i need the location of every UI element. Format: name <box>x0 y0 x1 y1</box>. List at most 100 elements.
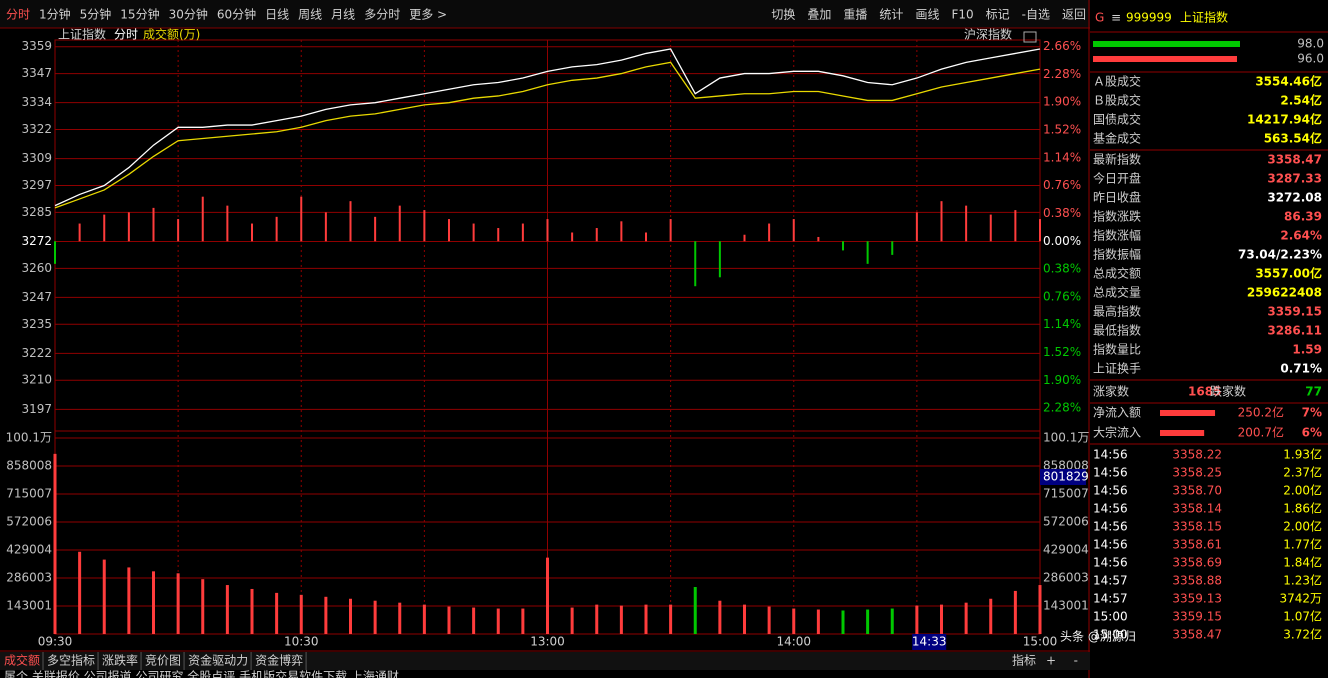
stat-label: 指数振幅 <box>1093 247 1141 262</box>
toolbar-item[interactable]: 1分钟 <box>39 7 71 22</box>
y2-tick-label: 2.28% <box>1043 67 1081 81</box>
volume-bar <box>152 571 155 634</box>
trade-volume: 2.00亿 <box>1283 519 1322 534</box>
breadth-bar <box>177 219 180 242</box>
toolbar-item[interactable]: 日线 <box>265 8 289 22</box>
toolbar-item[interactable]: 15分钟 <box>120 7 159 22</box>
stat-label: 指数涨幅 <box>1093 228 1141 243</box>
y2-tick-label: 1.14% <box>1043 150 1081 164</box>
volume-bar <box>53 453 57 634</box>
y2-tick-label: 572006 <box>1043 514 1089 528</box>
y2-tick-label: 1.14% <box>1043 317 1081 331</box>
y2-tick-label: 143001 <box>1043 598 1089 612</box>
toolbar-item[interactable]: 切换 <box>771 8 795 22</box>
stat-value: 3272.08 <box>1267 191 1322 205</box>
toolbar-item[interactable]: 返回 <box>1062 8 1086 22</box>
toolbar-item[interactable]: 更多 > <box>409 8 447 22</box>
toolbar-item[interactable]: 60分钟 <box>217 7 256 22</box>
code-prefix: G <box>1095 11 1104 25</box>
breadth-bar <box>472 223 475 242</box>
ratio-bar <box>1093 41 1240 47</box>
tab[interactable]: 涨跌率 <box>102 653 138 668</box>
trade-volume: 1.07亿 <box>1283 609 1322 624</box>
y2-tick-label: 0.00% <box>1043 234 1081 248</box>
toolbar-item[interactable]: F10 <box>951 8 973 22</box>
y-tick-label: 3297 <box>21 178 52 192</box>
breadth-bar <box>448 219 450 242</box>
menu-icon[interactable]: ≡ <box>1111 11 1121 25</box>
volume-bar <box>915 605 919 634</box>
compare-name[interactable]: 沪深指数 <box>964 27 1012 42</box>
breadth-bar <box>768 223 771 242</box>
breadth-bar <box>423 210 426 242</box>
toolbar-item[interactable]: 标记 <box>986 8 1010 22</box>
chart-subtitle: 分时 <box>114 28 138 42</box>
flow-label: 大宗流入 <box>1093 425 1141 440</box>
volume-bar <box>890 608 894 634</box>
tab[interactable]: 资金驱动力 <box>188 653 248 668</box>
toolbar-item[interactable]: 周线 <box>298 8 322 22</box>
y-tick-label: 3210 <box>21 373 52 387</box>
stat-value: 3359.15 <box>1267 305 1322 319</box>
y2-tick-label: 0.38% <box>1043 262 1081 276</box>
stat-label: 最低指数 <box>1093 323 1141 338</box>
x-tick-label: 14:00 <box>776 635 811 649</box>
stat-label: 最高指数 <box>1093 304 1141 319</box>
toolbar-item[interactable]: 分时 <box>6 8 30 22</box>
stat-value: 3287.33 <box>1267 172 1322 186</box>
trade-volume: 1.84亿 <box>1283 555 1322 570</box>
toolbar-item[interactable]: 5分钟 <box>80 7 112 22</box>
breadth-bar <box>1014 210 1017 242</box>
trade-price: 3358.25 <box>1172 466 1222 480</box>
toggle-box[interactable] <box>1023 31 1037 43</box>
tab[interactable]: 竞价图 <box>145 654 181 668</box>
stat-label: 基金成交 <box>1093 131 1141 146</box>
y-tick-label: 858008 <box>6 458 52 472</box>
tab[interactable]: 多空指标 <box>47 653 95 668</box>
price-line <box>54 61 1041 209</box>
footer: 属个 关联报价 公司报道 公司研究 全股点评 手机版交易软件下载 上海通财 <box>4 669 399 678</box>
stat-label: Ｂ股成交 <box>1093 93 1141 108</box>
trade-time: 14:57 <box>1093 592 1128 606</box>
ratio-label: 96.0 <box>1297 52 1324 66</box>
toolbar-item[interactable]: 月线 <box>331 8 355 22</box>
tab[interactable]: 成交额 <box>4 653 40 668</box>
tab[interactable]: + <box>1046 654 1056 668</box>
volume-bar <box>841 610 845 634</box>
stat-label: 昨日收盘 <box>1093 190 1141 205</box>
toolbar-item[interactable]: 叠加 <box>807 8 831 22</box>
tab[interactable]: 资金博弈 <box>255 653 303 668</box>
tab[interactable]: - <box>1074 654 1078 668</box>
stat-value: 0.71% <box>1280 362 1322 376</box>
volume-bar <box>595 604 599 634</box>
stat-value: 2.54亿 <box>1280 93 1322 108</box>
breadth-bar <box>54 241 56 264</box>
y2-tick-label: 1.90% <box>1043 95 1081 109</box>
toolbar-item[interactable]: -自选 <box>1022 8 1050 22</box>
tab[interactable]: 指标 <box>1012 653 1036 668</box>
toolbar-item[interactable]: 30分钟 <box>169 7 208 22</box>
breadth-bar <box>915 212 918 242</box>
toolbar-item[interactable]: 重播 <box>843 8 867 22</box>
trade-price: 3358.15 <box>1172 520 1222 534</box>
volume-bar <box>866 609 870 634</box>
y-tick-label: 429004 <box>6 542 52 556</box>
volume-bar <box>201 579 205 634</box>
toolbar-item[interactable]: 画线 <box>915 8 939 22</box>
toolbar-item[interactable]: 统计 <box>879 8 903 22</box>
trade-price: 3359.15 <box>1172 610 1222 624</box>
breadth-bar <box>645 232 647 242</box>
trade-time: 14:56 <box>1093 520 1128 534</box>
volume-bar <box>989 598 993 634</box>
stat-label: 总成交量 <box>1093 285 1141 300</box>
ratio-bar <box>1093 56 1237 62</box>
toolbar-item[interactable]: 多分时 <box>364 8 400 22</box>
y-tick-label: 3322 <box>21 122 52 136</box>
trade-volume: 2.00亿 <box>1283 483 1322 498</box>
flow-value: 200.7亿 <box>1238 425 1284 440</box>
volume-bar <box>496 608 500 634</box>
stat-label: 指数涨跌 <box>1093 209 1141 224</box>
up-count: 1685 <box>1188 385 1221 399</box>
